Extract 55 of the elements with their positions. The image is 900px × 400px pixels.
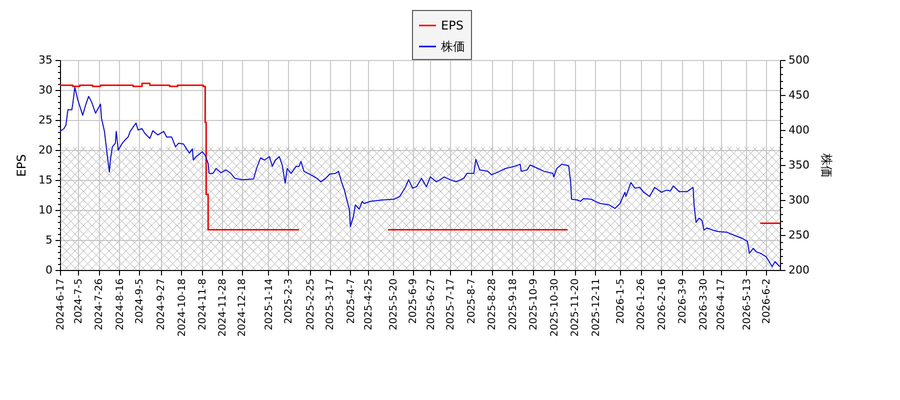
y-tick-label: 30 [38, 84, 52, 96]
x-tick-label: 2025-8-28 [487, 278, 498, 330]
x-tick-label: 2026-5-13 [742, 278, 753, 330]
x-tick-label: 2026-3-9 [678, 278, 689, 324]
x-tick-label: 2024-7-26 [94, 278, 106, 330]
x-tick-label: 2024-10-18 [176, 278, 188, 337]
legend-label: EPS [441, 18, 464, 32]
y2-tick-label: 350 [788, 158, 810, 172]
legend-label: 株価 [440, 40, 465, 54]
x-tick-label: 2025-11-20 [570, 278, 582, 337]
x-tick-label: 2025-5-20 [388, 278, 400, 330]
x-tick-label: 2025-12-11 [590, 278, 602, 337]
x-tick-label: 2025-7-17 [446, 278, 457, 330]
x-tick-label: 2026-2-16 [656, 278, 668, 330]
y-tick-label: 10 [38, 204, 52, 216]
x-tick-label: 2024-7-5 [73, 278, 84, 324]
y2-tick-label: 450 [788, 88, 810, 102]
x-tick-label: 2024-12-18 [237, 278, 248, 337]
x-tick-label: 2026-1-5 [616, 278, 626, 324]
x-tick-label: 2026-1-26 [636, 278, 648, 330]
x-tick-label: 2025-10-9 [528, 278, 540, 330]
y2-tick-label: 250 [788, 228, 810, 242]
x-tick-label: 2025-8-7 [466, 278, 478, 324]
x-tick-label: 2024-9-5 [134, 278, 146, 324]
x-tick-label: 2025-6-9 [408, 278, 420, 324]
x-tick-label: 2025-1-14 [264, 278, 275, 330]
x-tick-label: 2024-8-16 [114, 278, 126, 330]
x-tick-label: 2025-2-25 [305, 278, 316, 330]
y2-tick-label: 400 [788, 124, 810, 136]
x-tick-label: 2025-4-25 [364, 278, 375, 330]
y-tick-label: 15 [38, 174, 52, 186]
x-tick-label: 2024-11-28 [217, 278, 228, 337]
x-tick-label: 2024-11-8 [198, 278, 209, 330]
y2-tick-label: 300 [788, 194, 810, 206]
x-tick-label: 2025-10-30 [549, 278, 560, 337]
y2-axis-title: 株価 [819, 152, 834, 178]
y-tick-label: 0 [46, 264, 52, 276]
y-tick-label: 25 [38, 114, 52, 126]
x-tick-label: 2026-3-30 [698, 278, 710, 330]
line-series [60, 86, 780, 267]
x-tick-label: 2025-3-17 [325, 278, 336, 330]
y-tick-label: 5 [46, 234, 52, 246]
x-tick-label: 2025-6-27 [426, 278, 437, 330]
x-tick-label: 2025-9-18 [508, 278, 519, 330]
x-tick-label: 2026-4-17 [716, 278, 728, 330]
y2-tick-label: 500 [788, 54, 810, 66]
y-tick-label: 20 [38, 144, 52, 156]
x-tick-label: 2024-9-27 [156, 278, 168, 330]
y2-tick-label: 200 [788, 264, 810, 276]
x-tick-label: 2024-6-17 [56, 278, 66, 330]
x-tick-label: 2026-6-2 [762, 278, 773, 324]
x-tick-label: 2025-2-3 [284, 278, 295, 324]
y-axis-title: EPS [14, 154, 29, 177]
x-tick-label: 2025-4-7 [346, 278, 357, 324]
y-tick-label: 35 [38, 54, 52, 66]
